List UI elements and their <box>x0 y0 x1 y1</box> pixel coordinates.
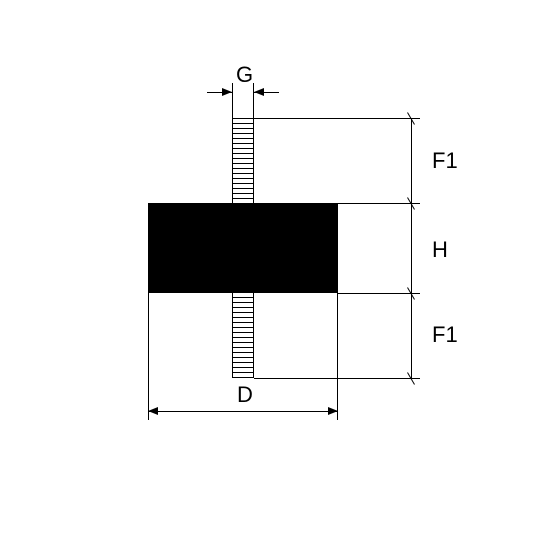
d-arrow-left <box>148 407 158 415</box>
vert-ext-body-top <box>338 203 420 204</box>
vert-ext-bottom-stud <box>254 378 420 379</box>
d-ext-right <box>337 293 338 420</box>
d-ext-left <box>148 293 149 420</box>
g-ext-left <box>232 83 233 118</box>
f1-bottom-label: F1 <box>432 322 458 348</box>
g-arrow-left <box>222 88 232 96</box>
f1-top-label: F1 <box>432 148 458 174</box>
dimension-diagram: G D F1 H F1 <box>0 0 540 540</box>
d-dim-line <box>148 411 338 412</box>
component-body <box>148 203 338 293</box>
d-arrow-right <box>328 407 338 415</box>
g-arrow-right <box>254 88 264 96</box>
stud-bottom <box>232 292 254 378</box>
vert-ext-top-stud <box>254 118 420 119</box>
d-label: D <box>237 382 253 408</box>
vert-dim-line <box>411 118 412 378</box>
h-label: H <box>432 237 448 263</box>
vert-ext-body-bottom <box>338 293 420 294</box>
stud-top <box>232 118 254 204</box>
g-label: G <box>236 62 253 88</box>
